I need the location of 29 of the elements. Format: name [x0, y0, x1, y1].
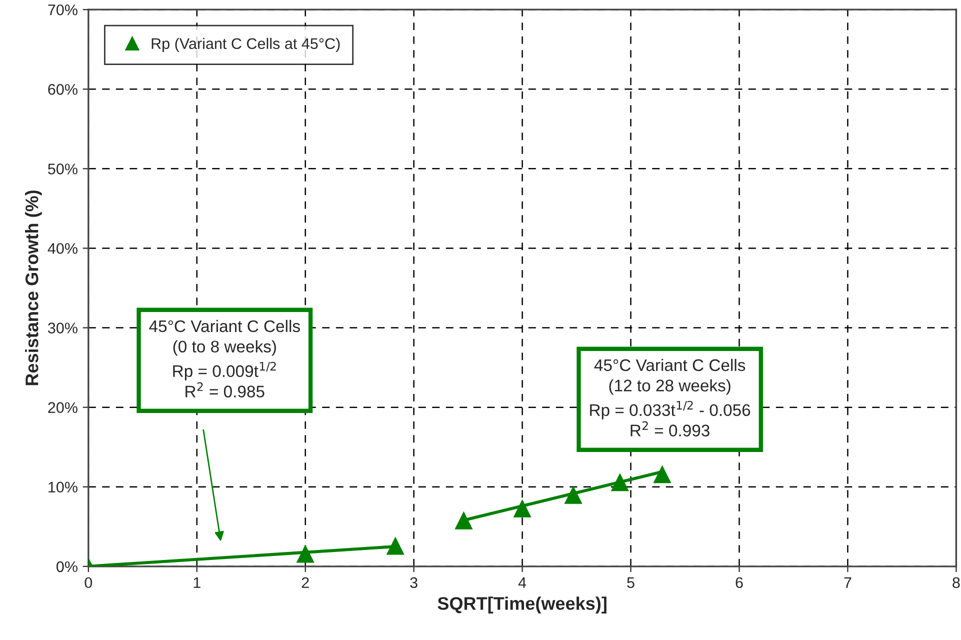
- y-tick-label: 50%: [48, 164, 78, 174]
- legend-label: Rp (Variant C Cells at 45°C): [152, 38, 340, 52]
- point: [610, 473, 629, 492]
- point: [653, 465, 672, 484]
- x-tick-label: 8: [952, 577, 960, 588]
- point: [513, 499, 532, 518]
- text: 45°C Variant C Cells (12 to 28 weeks) Rp = 0.033t$^{1/2}$ - 0.056 R$^{2}$ = 0.993: [590, 358, 750, 436]
- x-axis-title: SQRT[Time(weeks)]: [438, 596, 606, 614]
- y-tick-label: 0%: [56, 561, 78, 572]
- y-axis-title: Resistance Growth (%): [25, 190, 42, 386]
- point: [296, 544, 314, 563]
- text: 45°C Variant C Cells (0 to 8 weeks) Rp = 0.009t$^{1/2}$ R$^{2}$ = 0.985: [149, 320, 300, 398]
- y-tick-label: 20%: [48, 402, 78, 413]
- x-tick-label: 4: [518, 577, 526, 588]
- x-tick-label: 3: [410, 577, 418, 588]
- x-tick-label: 7: [844, 577, 852, 588]
- y-tick-label: 70%: [48, 4, 78, 16]
- y-tick-label: 10%: [48, 482, 78, 493]
- x-tick-label: 1: [194, 577, 200, 588]
- x-tick-label: 6: [736, 577, 743, 588]
- x-tick-label: 5: [627, 577, 634, 588]
- y-tick-label: 40%: [48, 243, 78, 254]
- x-tick-label: 0: [84, 577, 92, 588]
- x-tick-label: 2: [302, 577, 309, 588]
- y-tick-label: 60%: [48, 84, 78, 95]
- point: [386, 536, 404, 555]
- y-tick-label: 30%: [48, 322, 78, 334]
- point: [564, 486, 582, 504]
- point: [454, 511, 473, 530]
